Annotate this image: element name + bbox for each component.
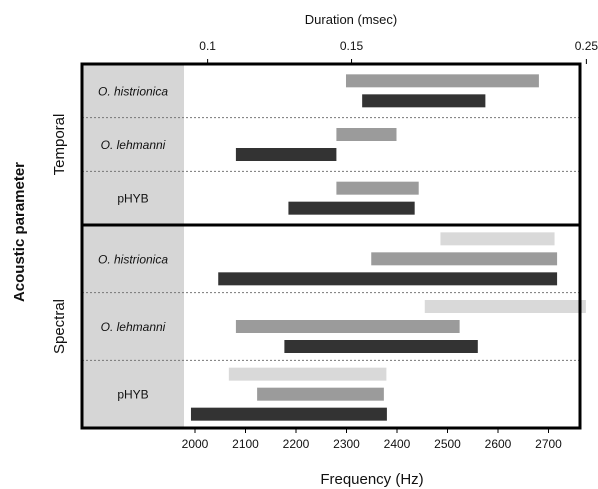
x-tick-label: 2100	[232, 437, 259, 451]
x-tick-label: 2300	[333, 437, 360, 451]
row-labels: O. histrionica O. lehmanni pHYB O. histrion…	[98, 84, 168, 401]
x-tick-label: 2400	[384, 437, 411, 451]
bar-dark	[218, 272, 558, 286]
x-tick-label: 2000	[182, 437, 209, 451]
group-labels: Temporal Spectral	[51, 114, 68, 354]
top-tick-label: 0.1	[199, 39, 216, 53]
x-tick-label: 2700	[535, 437, 562, 451]
bar-light	[424, 300, 586, 313]
top-axis-title: Duration (msec)	[305, 12, 397, 27]
x-tick-label: 2200	[283, 437, 310, 451]
top-tick-label: 0.15	[340, 39, 364, 53]
bars-layer	[190, 74, 586, 421]
top-tick-label: 0.25	[575, 39, 598, 53]
x-axis-title: Frequency (Hz)	[320, 471, 423, 488]
plot-panel	[82, 64, 580, 428]
outer-frame	[80, 62, 582, 430]
x-tick-label: 2600	[485, 437, 512, 451]
row-label: pHYB	[117, 388, 148, 402]
bar-medium	[235, 320, 460, 333]
bar-medium	[257, 387, 384, 401]
row-label: O. histrionica	[98, 84, 168, 98]
bar-medium	[371, 252, 558, 266]
top-axis: Duration (msec) 0.1 0.15 0.25	[199, 12, 598, 64]
bar-medium	[336, 128, 397, 141]
label-panel	[82, 64, 184, 428]
group-label: Temporal	[51, 114, 68, 176]
y-axis-title: Acoustic parameter	[11, 162, 28, 302]
bottom-axis: Frequency (Hz) 2000 2100 2200 2300 2400 2500 2…	[182, 428, 562, 488]
plot-frame	[80, 62, 582, 430]
bar-dark	[362, 94, 486, 108]
bar-light	[440, 232, 555, 246]
bar-dark	[235, 148, 337, 161]
bar-medium	[345, 74, 539, 88]
row-label: pHYB	[117, 192, 148, 206]
row-label: O. lehmanni	[101, 320, 166, 334]
row-label: O. histrionica	[98, 252, 168, 266]
bar-light	[228, 367, 387, 381]
group-label: Spectral	[51, 299, 68, 354]
row-label: O. lehmanni	[101, 138, 166, 152]
x-tick-label: 2500	[434, 437, 461, 451]
bar-dark	[288, 201, 415, 215]
bar-dark	[284, 340, 478, 353]
bar-medium	[336, 181, 419, 195]
bar-dark	[190, 407, 387, 421]
